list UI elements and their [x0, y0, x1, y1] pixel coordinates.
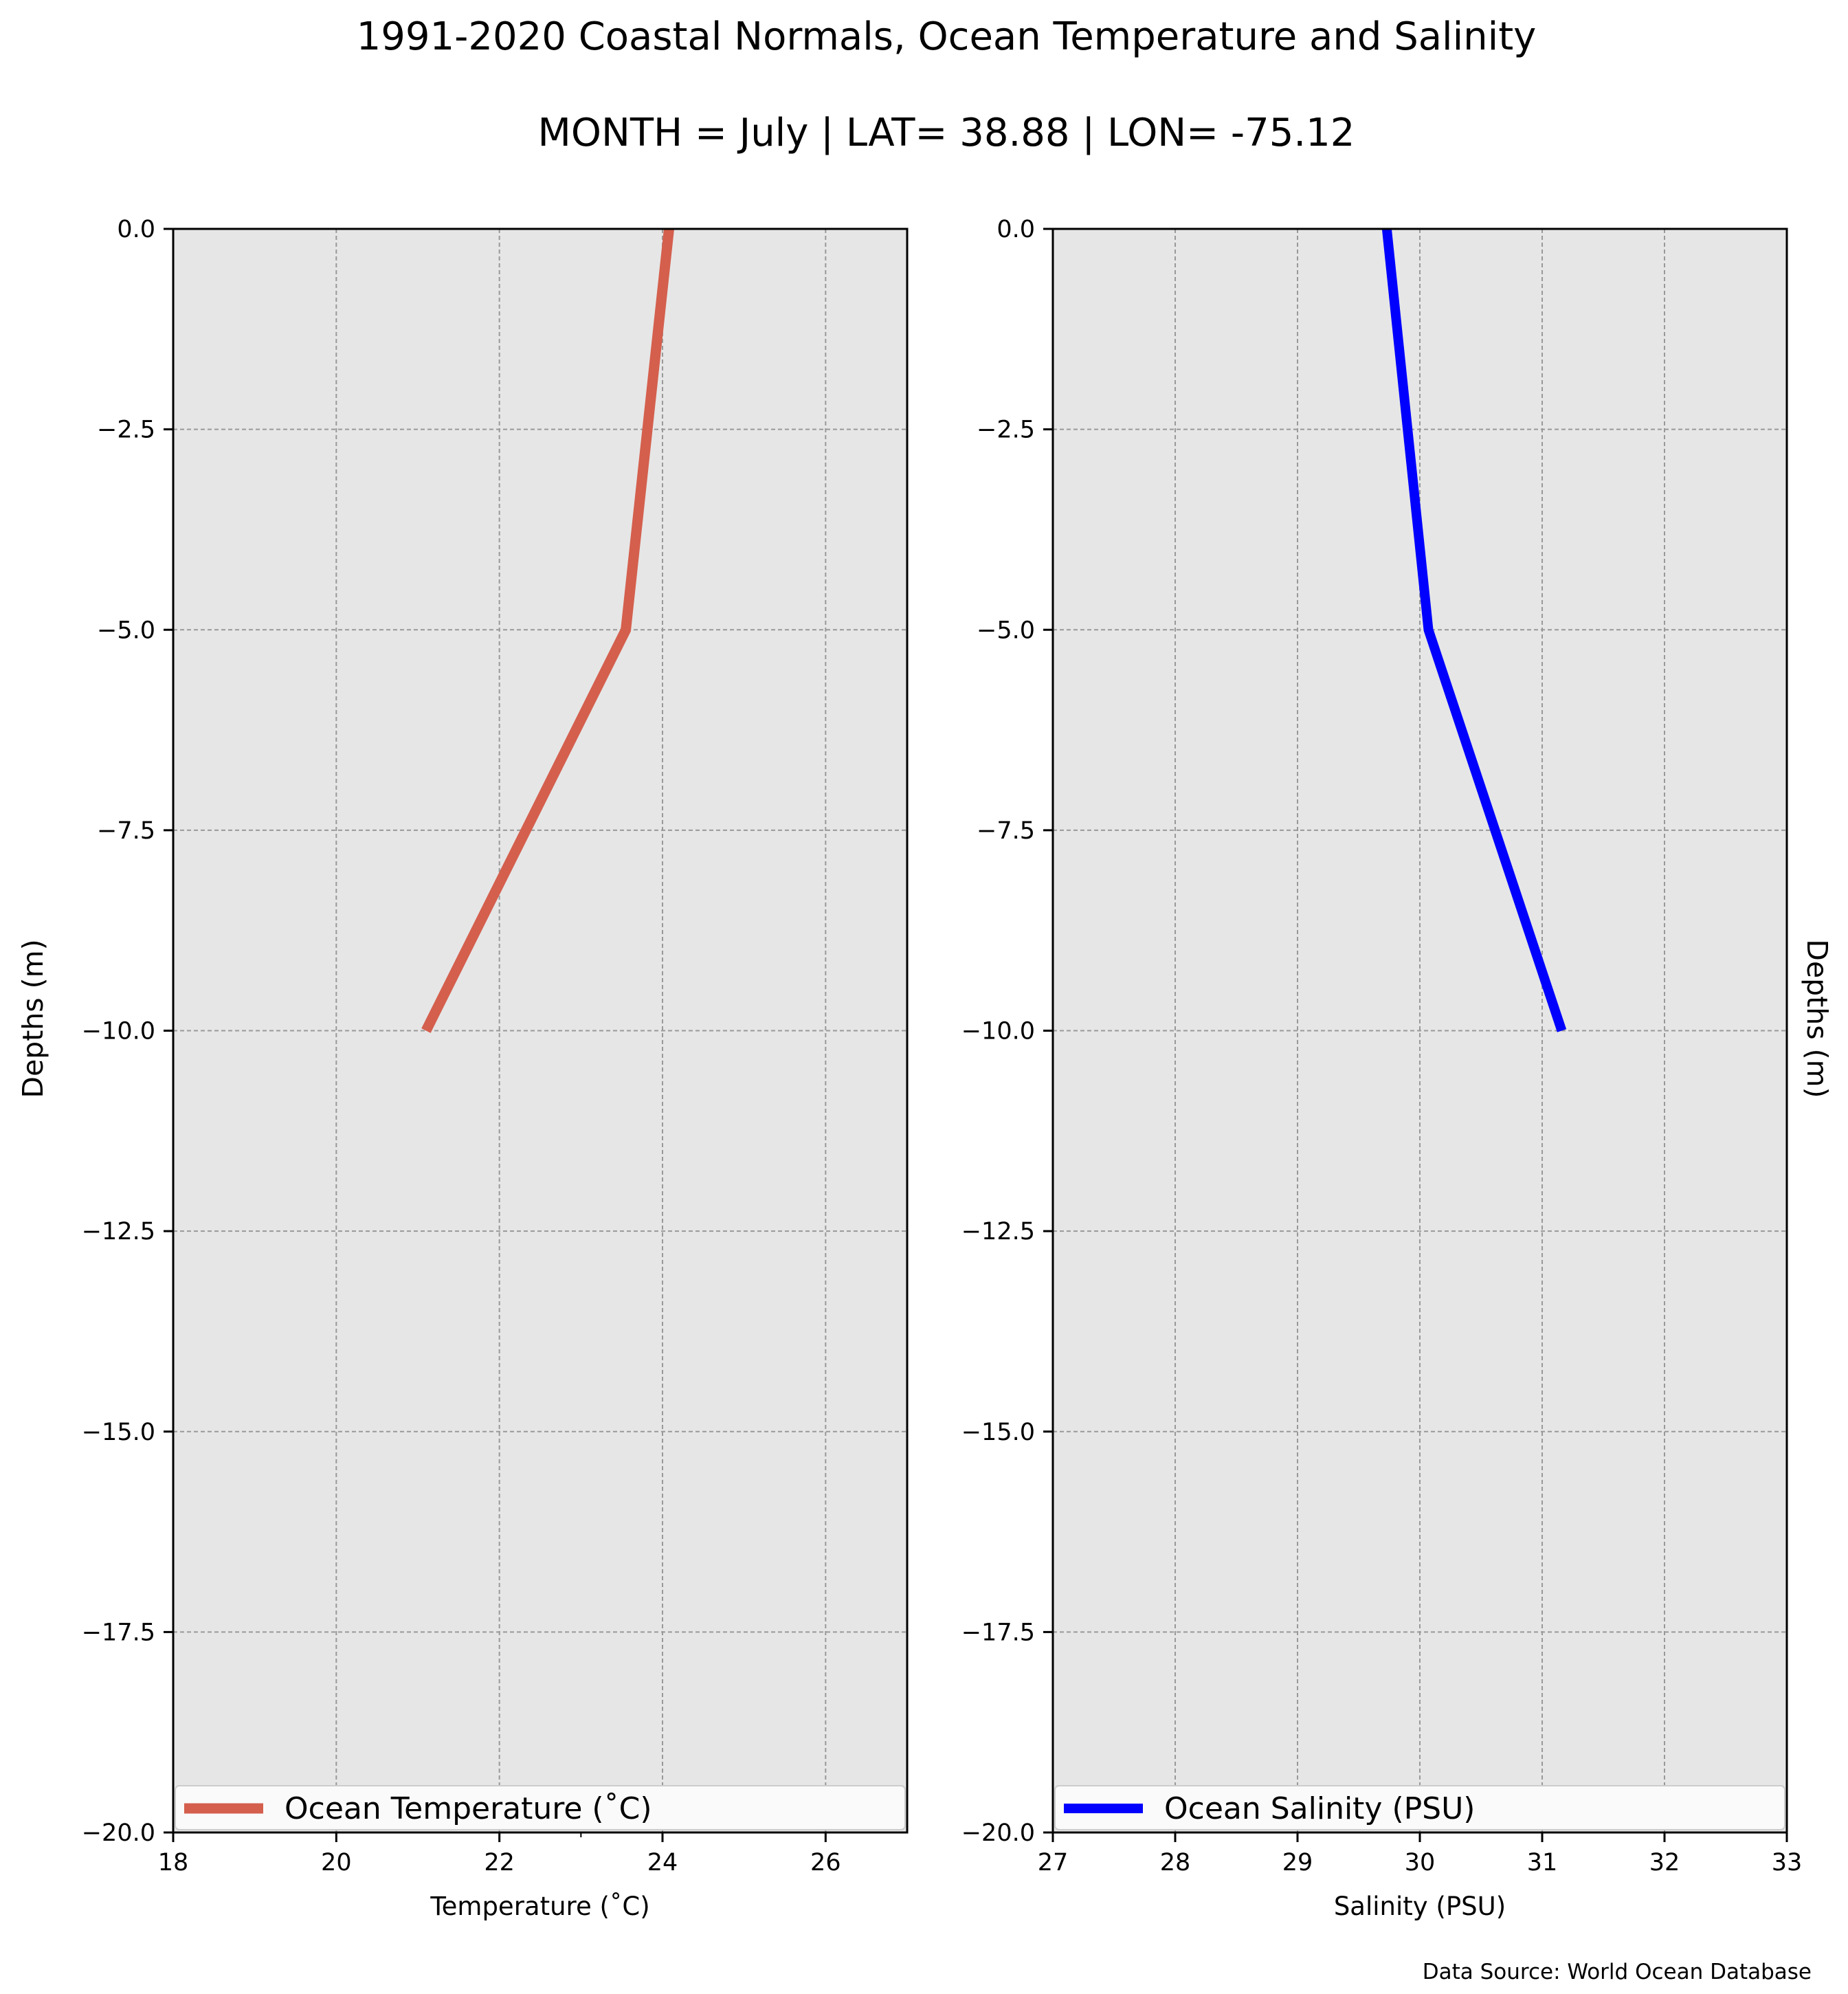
- temperature-xtick-label: 22: [484, 1849, 515, 1876]
- salinity-ytick-label: −12.5: [961, 1218, 1035, 1245]
- temperature-legend: Ocean Temperature (˚C): [175, 1785, 906, 1830]
- salinity-ytick-label: 0.0: [997, 216, 1035, 243]
- temperature-ytick-label: −10.0: [82, 1018, 155, 1045]
- figure-title: 1991-2020 Coastal Normals, Ocean Tempera…: [357, 14, 1537, 59]
- temperature-xtick-label: 26: [810, 1849, 841, 1876]
- salinity-legend: Ocean Salinity (PSU): [1054, 1785, 1785, 1830]
- data-source-footer: Data Source: World Ocean Database: [1423, 1960, 1812, 1984]
- temperature-xtick-label: 18: [158, 1849, 189, 1876]
- salinity-xtick-label: 27: [1038, 1849, 1069, 1876]
- salinity-xtick-label: 31: [1527, 1849, 1558, 1876]
- salinity-series-line: [1381, 228, 1567, 1032]
- salinity-legend-label: Ocean Salinity (PSU): [1164, 1791, 1475, 1826]
- temperature-ytick-label: −12.5: [82, 1218, 155, 1245]
- salinity-ytick-label: −15.0: [961, 1419, 1035, 1446]
- salinity-ytick-label: −5.0: [977, 617, 1035, 644]
- salinity-ytick-label: −20.0: [961, 1819, 1035, 1847]
- figure-subtitle: MONTH = July | LAT= 38.88 | LON= -75.12: [538, 111, 1355, 155]
- temperature-legend-label: Ocean Temperature (˚C): [285, 1791, 652, 1826]
- left-ylabel: Depths (m): [16, 939, 49, 1098]
- right-ylabel: Depths (m): [1801, 939, 1834, 1098]
- salinity-xtick-label: 28: [1160, 1849, 1191, 1876]
- temperature-ytick-label: −2.5: [97, 417, 155, 444]
- temperature-panel: 18 20 22 24 26 0.0 −2.5 −5.0 −7.5 −10.0 −12.5 −15.0…: [82, 216, 909, 1921]
- temperature-xtick-label: 20: [321, 1849, 352, 1876]
- salinity-panel: 27 28 29 30 31 32 33 0.0 −2.5 −5.0 −7.5 −10.0 −12.5 −…: [961, 216, 1803, 1921]
- temperature-ytick-label: −7.5: [97, 817, 155, 845]
- temperature-ytick-label: 0.0: [117, 216, 155, 243]
- temperature-legend-box: [175, 1785, 906, 1830]
- salinity-xtick-label: 29: [1282, 1849, 1313, 1876]
- salinity-legend-box: [1054, 1785, 1785, 1830]
- temperature-ytick-label: −20.0: [82, 1819, 155, 1847]
- salinity-ytick-label: −10.0: [961, 1018, 1035, 1045]
- temperature-series-line: [421, 228, 674, 1033]
- salinity-xtick-label: 30: [1405, 1849, 1436, 1876]
- salinity-ytick-label: −2.5: [977, 417, 1035, 444]
- temperature-ytick-label: −17.5: [82, 1619, 155, 1646]
- temperature-xlabel: Temperature (˚C): [430, 1892, 649, 1921]
- temperature-xtick-label: 24: [647, 1849, 678, 1876]
- salinity-xtick-label: 33: [1772, 1849, 1803, 1876]
- temperature-ytick-label: −5.0: [97, 617, 155, 644]
- salinity-ytick-label: −17.5: [961, 1619, 1035, 1646]
- salinity-xlabel: Salinity (PSU): [1334, 1892, 1506, 1921]
- salinity-xtick-label: 32: [1649, 1849, 1680, 1876]
- salinity-ytick-label: −7.5: [977, 817, 1035, 845]
- temperature-ytick-label: −15.0: [82, 1419, 155, 1446]
